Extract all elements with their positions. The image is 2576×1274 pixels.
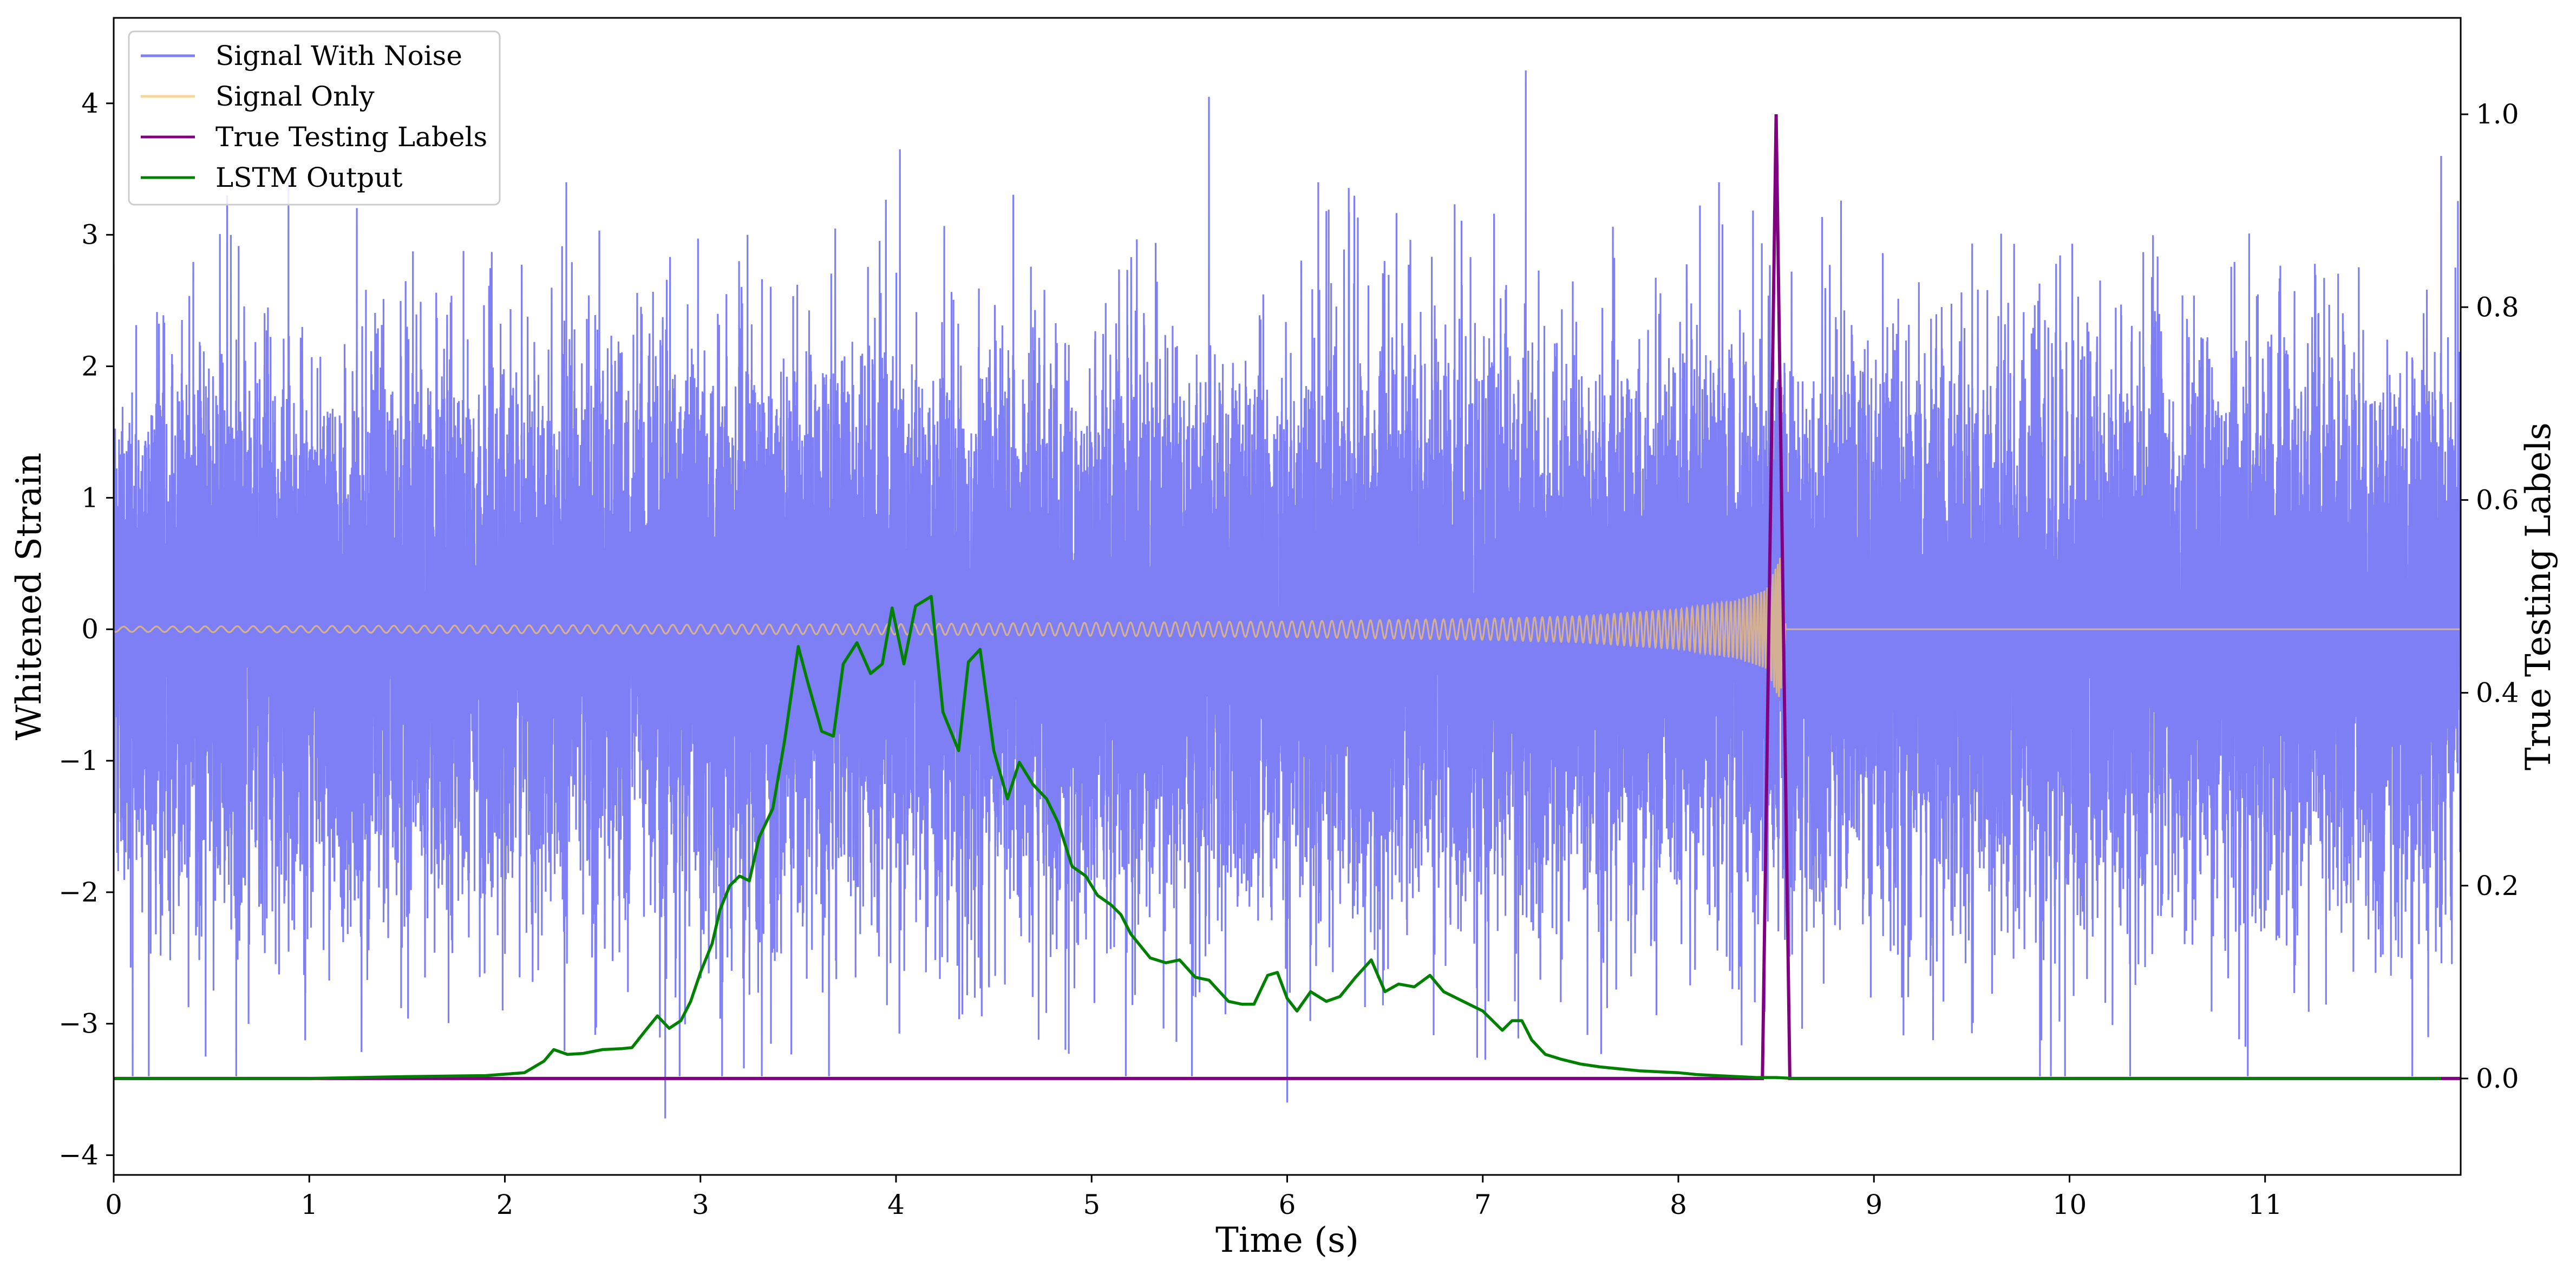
x-tick-label: 7 bbox=[1474, 1189, 1492, 1220]
legend-label: True Testing Labels bbox=[215, 121, 487, 153]
x-tick-label: 4 bbox=[887, 1189, 905, 1220]
legend-item: Signal With Noise bbox=[141, 40, 462, 71]
y-axis-label-right: True Testing Labels bbox=[2519, 422, 2559, 770]
x-tick-label: 1 bbox=[300, 1189, 318, 1220]
y-tick-label-left: −4 bbox=[58, 1140, 99, 1171]
x-tick-label: 10 bbox=[2052, 1189, 2087, 1220]
y-tick-label-left: 1 bbox=[81, 482, 99, 513]
legend-box bbox=[128, 30, 501, 206]
y-tick-label-left: 4 bbox=[81, 88, 99, 119]
x-tick-label: 8 bbox=[1670, 1189, 1687, 1220]
y-tick-label-left: 0 bbox=[81, 613, 99, 645]
y-tick-label-left: 3 bbox=[81, 219, 99, 251]
series-line-signal-with-noise bbox=[114, 70, 2461, 1119]
x-tick-label: 9 bbox=[1865, 1189, 1882, 1220]
y-tick-label-right: 0.4 bbox=[2476, 677, 2519, 709]
legend: Signal With Noise Signal Only True Testing… bbox=[128, 30, 501, 206]
legend-item: True Testing Labels bbox=[141, 121, 487, 153]
y-tick-label-right: 0.8 bbox=[2476, 291, 2519, 323]
legend-item: LSTM Output bbox=[141, 162, 402, 193]
series-line-lstm-output bbox=[114, 594, 2441, 1080]
y-axis-label-left: Whitened Strain bbox=[9, 453, 49, 740]
y-axis-right: 0.0 0.2 0.4 0.6 0.8 1.0 bbox=[2461, 99, 2519, 1094]
x-tick-label: 6 bbox=[1279, 1189, 1296, 1220]
y-tick-label-right: 0.6 bbox=[2476, 484, 2519, 515]
y-tick-label-left: −3 bbox=[58, 1008, 99, 1040]
legend-item: Signal Only bbox=[141, 81, 375, 112]
y-tick-label-right: 1.0 bbox=[2476, 99, 2519, 130]
x-axis-label: Time (s) bbox=[1215, 1220, 1359, 1260]
y-tick-label-left: −2 bbox=[58, 877, 99, 908]
plot-area bbox=[114, 70, 2461, 1119]
x-tick-label: 11 bbox=[2248, 1189, 2283, 1220]
x-tick-label: 5 bbox=[1083, 1189, 1100, 1220]
y-tick-label-right: 0.2 bbox=[2476, 870, 2519, 901]
y-axis-left: −4 −3 −2 −1 0 1 2 3 4 bbox=[58, 88, 114, 1171]
y-tick-label-right: 0.0 bbox=[2476, 1063, 2519, 1094]
x-axis: 0 1 2 3 4 5 6 7 8 9 10 11 bbox=[105, 1175, 2283, 1220]
legend-label: Signal With Noise bbox=[215, 40, 462, 71]
x-tick-label: 3 bbox=[692, 1189, 709, 1220]
series-line-signal-only bbox=[114, 558, 2461, 697]
legend-label: LSTM Output bbox=[215, 162, 402, 193]
y-tick-label-left: 2 bbox=[81, 351, 99, 382]
y-tick-label-left: −1 bbox=[58, 745, 99, 776]
legend-label: Signal Only bbox=[215, 81, 375, 112]
x-tick-label: 0 bbox=[105, 1189, 122, 1220]
x-tick-label: 2 bbox=[496, 1189, 514, 1220]
